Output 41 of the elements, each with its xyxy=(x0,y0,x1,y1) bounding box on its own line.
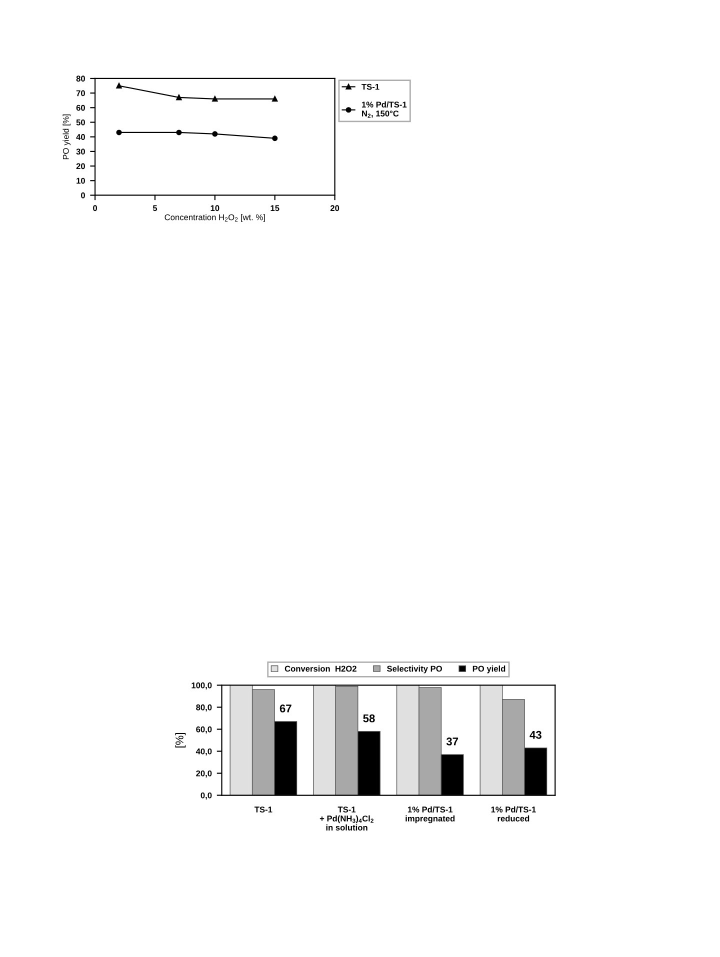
y-tick-label: 20,0 xyxy=(196,770,212,778)
x-axis-title: Concentration H$_{2}$O$_{2}$ [wt. %] xyxy=(164,214,265,222)
x-tick-label: 20 xyxy=(330,205,340,212)
x-tick-label: 15 xyxy=(270,205,280,212)
x-tick-label: 0 xyxy=(93,205,98,212)
x-tick-label: TS-1 xyxy=(254,806,272,812)
y-tick-label: 10 xyxy=(76,178,85,184)
x-tick-label: 5 xyxy=(152,205,158,212)
point xyxy=(116,82,122,89)
y-tick-label: 50 xyxy=(76,119,85,126)
y-tick-label: 40 xyxy=(76,134,85,140)
legend-label: TS-1 xyxy=(362,84,380,90)
x-tick-label: TS-1 + Pd(NH$_{3}$)$_{4}$Cl$_{2}$ in solution xyxy=(320,806,374,831)
y-axis-title: [%] xyxy=(175,733,186,748)
legend-label: PO yield xyxy=(472,666,506,674)
legend-label: Conversion H2O2 xyxy=(284,666,356,672)
x-tick-label: 1% Pd/TS-1 impregnated xyxy=(406,806,455,824)
y-tick-label: 70 xyxy=(76,90,85,96)
y-tick-label: 0 xyxy=(81,192,85,198)
y-tick-label: 80 xyxy=(76,76,85,82)
point xyxy=(176,130,182,136)
point xyxy=(272,136,278,142)
x-tick-label: 1% Pd/TS-1 reduced xyxy=(491,806,536,822)
legend-label: Selectivity PO xyxy=(387,666,442,674)
y-axis-title: PO yield [%] xyxy=(62,114,70,160)
y-tick-label: 100,0 xyxy=(192,682,212,690)
y-tick-label: 20 xyxy=(76,163,85,170)
data-label: 43 xyxy=(530,730,542,739)
point xyxy=(212,131,218,137)
data-label: 58 xyxy=(363,714,375,722)
data-label: 37 xyxy=(446,738,458,746)
point xyxy=(116,130,122,136)
y-tick-label: 30 xyxy=(76,148,85,155)
y-tick-label: 40,0 xyxy=(196,748,212,756)
data-label: 67 xyxy=(280,704,292,712)
y-tick-label: 0,0 xyxy=(200,792,212,800)
y-tick-label: 80,0 xyxy=(196,704,212,712)
y-tick-label: 60 xyxy=(76,104,85,111)
legend-label: 1% Pd/TS-1 N$_{2}$, 150°C xyxy=(362,101,407,118)
y-tick-label: 60,0 xyxy=(196,726,212,734)
x-tick-label: 10 xyxy=(210,205,220,212)
